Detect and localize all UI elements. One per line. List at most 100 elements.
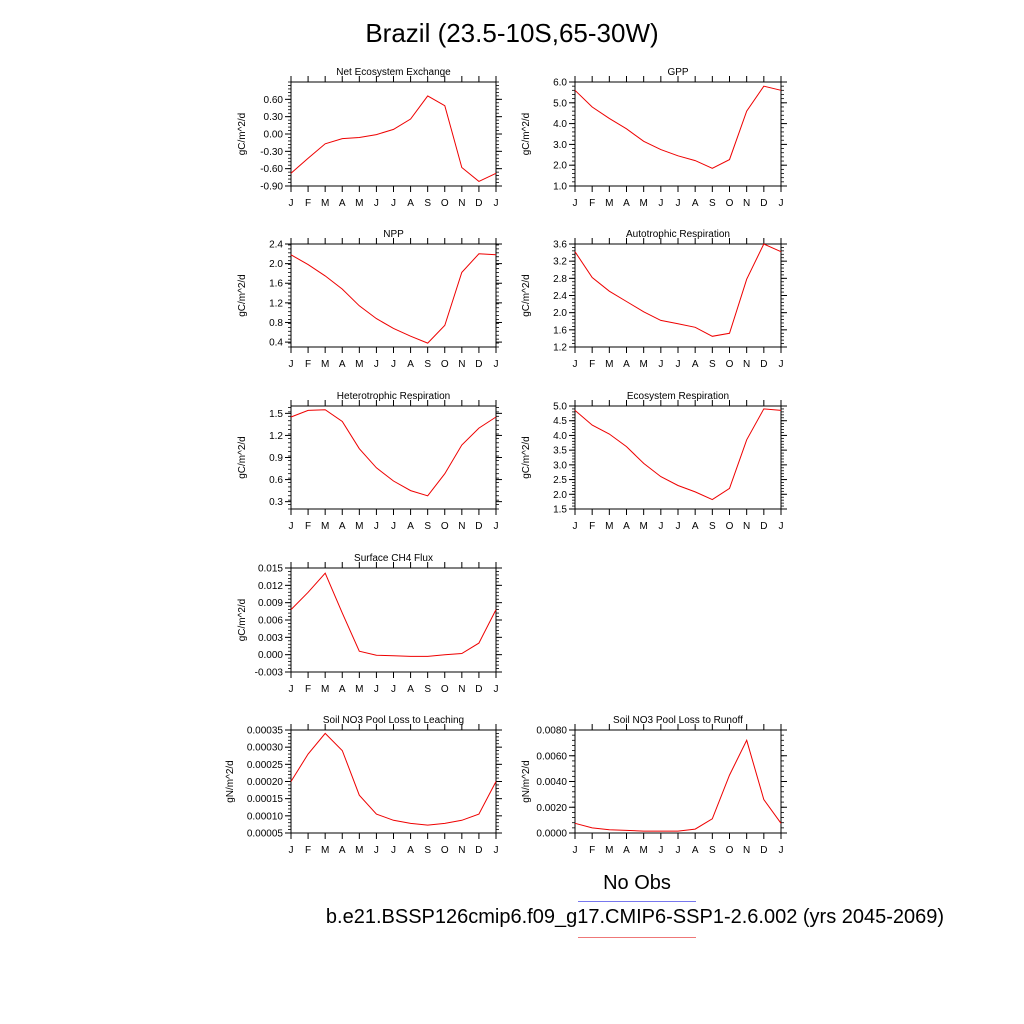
x-tick-label: J <box>374 198 379 209</box>
x-tick-label: M <box>639 521 647 532</box>
x-tick-label: J <box>391 198 396 209</box>
y-tick-label: 1.2 <box>553 343 567 354</box>
x-tick-label: J <box>573 845 578 856</box>
panel-ecosystem-respiration: Ecosystem Respiration gC/m^2/d 1.5 2.0 2.5 3.… <box>521 391 787 532</box>
panel-soil-no3-pool-loss-to-runoff: Soil NO3 Pool Loss to Runoff gN/m^2/d 0.00… <box>521 715 787 856</box>
y-axis-label: gN/m^2/d <box>225 760 236 803</box>
y-tick-label: 3.2 <box>553 257 567 268</box>
x-tick-label: J <box>289 845 294 856</box>
x-tick-label: M <box>355 359 363 370</box>
x-tick-label: A <box>692 198 699 209</box>
y-axis-label: gC/m^2/d <box>237 113 248 156</box>
x-tick-label: A <box>623 845 630 856</box>
panel-title: Soil NO3 Pool Loss to Runoff <box>613 715 743 726</box>
y-tick-label: 0.003 <box>258 633 283 644</box>
x-tick-label: J <box>573 198 578 209</box>
x-tick-label: S <box>709 521 716 532</box>
y-tick-label: 1.5 <box>553 505 567 516</box>
y-tick-label: -0.003 <box>255 668 284 679</box>
x-tick-label: O <box>726 845 734 856</box>
y-axis-label: gN/m^2/d <box>521 760 532 803</box>
x-tick-label: N <box>458 198 465 209</box>
y-tick-label: 2.4 <box>269 240 283 251</box>
panel-title: Net Ecosystem Exchange <box>336 67 451 78</box>
plot-frame <box>290 405 497 510</box>
x-tick-label: A <box>339 845 346 856</box>
y-tick-label: 0.6 <box>269 475 283 486</box>
x-tick-label: S <box>424 359 431 370</box>
y-tick-label: 1.2 <box>269 298 283 309</box>
x-tick-label: D <box>760 359 767 370</box>
x-tick-label: J <box>494 359 499 370</box>
legend-case-label: b.e21.BSSP126cmip6.f09_g17.CMIP6-SSP1-2.… <box>325 906 945 928</box>
x-tick-label: J <box>374 521 379 532</box>
x-tick-label: O <box>726 198 734 209</box>
x-tick-label: D <box>760 198 767 209</box>
plot-frame <box>574 729 782 834</box>
x-tick-label: M <box>605 359 613 370</box>
x-tick-label: F <box>305 198 311 209</box>
y-tick-label: 0.9 <box>269 453 283 464</box>
x-tick-label: A <box>623 521 630 532</box>
page-title: Brazil (23.5-10S,65-30W) <box>365 18 659 48</box>
y-tick-label: 2.8 <box>553 274 567 285</box>
panel-heterotrophic-respiration: Heterotrophic Respiration gC/m^2/d 0.3 0.6 0… <box>237 391 502 532</box>
y-tick-label: 4.0 <box>553 431 567 442</box>
x-tick-label: J <box>374 845 379 856</box>
plot-frame <box>574 405 782 510</box>
x-tick-label: J <box>676 845 681 856</box>
x-tick-label: M <box>321 521 329 532</box>
panel-title: GPP <box>667 67 688 78</box>
x-tick-label: J <box>494 684 499 695</box>
panel-title: Autotrophic Respiration <box>626 229 730 240</box>
x-tick-label: M <box>355 198 363 209</box>
x-tick-label: J <box>289 521 294 532</box>
y-tick-label: 0.00005 <box>247 829 284 840</box>
x-tick-label: D <box>475 521 482 532</box>
y-tick-label: 3.0 <box>553 460 567 471</box>
panel-title: Surface CH4 Flux <box>354 553 433 564</box>
x-tick-label: A <box>407 359 414 370</box>
panel-title: Soil NO3 Pool Loss to Leaching <box>323 715 464 726</box>
x-tick-label: M <box>605 521 613 532</box>
y-axis-label: gC/m^2/d <box>521 113 532 156</box>
plot-frame <box>574 81 782 187</box>
x-tick-label: J <box>658 521 663 532</box>
x-tick-label: J <box>374 359 379 370</box>
y-tick-label: 0.0060 <box>536 751 567 762</box>
x-tick-label: S <box>709 845 716 856</box>
x-tick-label: J <box>289 359 294 370</box>
y-tick-label: 0.0080 <box>536 726 567 737</box>
y-tick-label: 0.00 <box>264 130 284 141</box>
y-tick-label: 0.8 <box>269 318 283 329</box>
x-tick-label: J <box>289 684 294 695</box>
x-tick-label: S <box>709 359 716 370</box>
y-tick-label: 2.5 <box>553 475 567 486</box>
x-tick-label: M <box>639 359 647 370</box>
y-tick-label: 1.6 <box>269 279 283 290</box>
x-tick-label: F <box>589 359 595 370</box>
x-tick-label: O <box>441 684 449 695</box>
y-tick-label: 3.0 <box>553 140 567 151</box>
x-tick-label: A <box>407 198 414 209</box>
plot-frame <box>290 729 497 834</box>
panel-soil-no3-pool-loss-to-leaching: Soil NO3 Pool Loss to Leaching gN/m^2/d 0.… <box>225 715 502 856</box>
x-tick-label: D <box>760 521 767 532</box>
x-tick-label: O <box>441 198 449 209</box>
plot-frame <box>574 243 782 348</box>
series-line <box>574 408 782 501</box>
y-axis-label: gC/m^2/d <box>521 274 532 317</box>
legend-no-obs-line <box>578 901 696 902</box>
y-tick-label: 0.60 <box>264 95 284 106</box>
y-tick-label: 1.0 <box>553 182 567 193</box>
x-tick-label: J <box>658 198 663 209</box>
plot-frame <box>290 567 497 673</box>
y-axis-label: gC/m^2/d <box>521 436 532 479</box>
y-tick-label: 2.0 <box>553 161 567 172</box>
x-tick-label: J <box>391 521 396 532</box>
y-tick-label: 3.6 <box>553 240 567 251</box>
x-tick-label: N <box>458 359 465 370</box>
y-tick-label: 6.0 <box>553 78 567 89</box>
